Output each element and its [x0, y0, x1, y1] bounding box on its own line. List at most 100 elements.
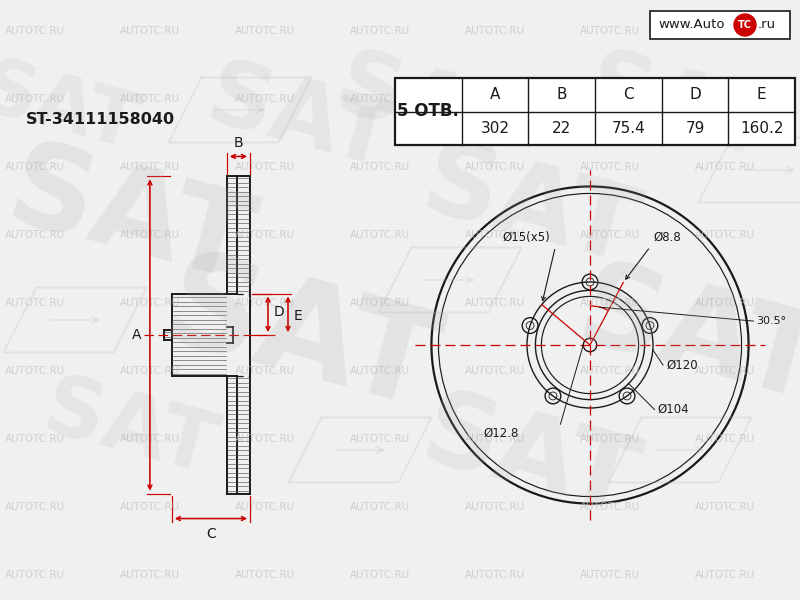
Text: 5 ОТВ.: 5 ОТВ. [398, 103, 459, 121]
Text: AUTOTC.RU: AUTOTC.RU [580, 162, 640, 172]
Text: AUTOTC.RU: AUTOTC.RU [235, 230, 295, 240]
Text: SAT: SAT [411, 133, 649, 287]
Text: AUTOTC.RU: AUTOTC.RU [465, 26, 525, 36]
Text: TC: TC [738, 20, 752, 30]
Text: SAT: SAT [566, 253, 800, 428]
Text: AUTOTC.RU: AUTOTC.RU [350, 570, 410, 580]
Text: AUTOTC.RU: AUTOTC.RU [465, 502, 525, 512]
Text: 30.5°: 30.5° [757, 316, 786, 326]
Bar [395, 78, 795, 145]
Text: AUTOTC.RU: AUTOTC.RU [580, 26, 640, 36]
Text: Ø8.8: Ø8.8 [654, 230, 681, 244]
Text: AUTOTC.RU: AUTOTC.RU [235, 26, 295, 36]
Text: A: A [131, 328, 141, 342]
Text: AUTOTC.RU: AUTOTC.RU [5, 570, 65, 580]
Text: AUTOTC.RU: AUTOTC.RU [695, 502, 755, 512]
Text: AUTOTC.RU: AUTOTC.RU [695, 162, 755, 172]
Text: AUTOTC.RU: AUTOTC.RU [695, 94, 755, 104]
Text: ST-34111158040: ST-34111158040 [26, 113, 174, 127]
Text: AUTOTC.RU: AUTOTC.RU [235, 94, 295, 104]
Text: AUTOTC.RU: AUTOTC.RU [120, 434, 180, 444]
Text: AUTOTC.RU: AUTOTC.RU [350, 230, 410, 240]
Text: AUTOTC.RU: AUTOTC.RU [465, 570, 525, 580]
Text: .ru: .ru [758, 19, 776, 31]
Text: Ø15(x5): Ø15(x5) [502, 230, 550, 244]
Text: AUTOTC.RU: AUTOTC.RU [695, 366, 755, 376]
Text: AUTOTC.RU: AUTOTC.RU [695, 570, 755, 580]
Text: AUTOTC.RU: AUTOTC.RU [235, 570, 295, 580]
Text: AUTOTC.RU: AUTOTC.RU [5, 298, 65, 308]
Text: SAT: SAT [327, 43, 533, 177]
Text: SAT: SAT [35, 368, 225, 492]
Text: E: E [757, 87, 766, 102]
Text: AUTOTC.RU: AUTOTC.RU [5, 502, 65, 512]
Text: AUTOTC.RU: AUTOTC.RU [120, 366, 180, 376]
Text: AUTOTC.RU: AUTOTC.RU [580, 434, 640, 444]
Text: AUTOTC.RU: AUTOTC.RU [350, 502, 410, 512]
Text: AUTOTC.RU: AUTOTC.RU [235, 366, 295, 376]
Text: 302: 302 [481, 121, 510, 136]
Text: Ø104: Ø104 [658, 403, 690, 416]
Circle shape [734, 14, 756, 36]
Text: AUTOTC.RU: AUTOTC.RU [695, 298, 755, 308]
Text: AUTOTC.RU: AUTOTC.RU [120, 502, 180, 512]
Text: AUTOTC.RU: AUTOTC.RU [695, 26, 755, 36]
Text: B: B [234, 136, 243, 151]
Text: AUTOTC.RU: AUTOTC.RU [235, 502, 295, 512]
Text: AUTOTC.RU: AUTOTC.RU [580, 230, 640, 240]
Text: AUTOTC.RU: AUTOTC.RU [580, 570, 640, 580]
Text: AUTOTC.RU: AUTOTC.RU [350, 26, 410, 36]
Text: B: B [557, 87, 567, 102]
Text: AUTOTC.RU: AUTOTC.RU [695, 230, 755, 240]
Text: www.Auto: www.Auto [658, 19, 725, 31]
Text: AUTOTC.RU: AUTOTC.RU [580, 94, 640, 104]
Text: AUTOTC.RU: AUTOTC.RU [465, 298, 525, 308]
Text: AUTOTC.RU: AUTOTC.RU [120, 26, 180, 36]
Text: AUTOTC.RU: AUTOTC.RU [350, 94, 410, 104]
Text: AUTOTC.RU: AUTOTC.RU [350, 366, 410, 376]
Text: 22: 22 [552, 121, 571, 136]
Text: AUTOTC.RU: AUTOTC.RU [350, 162, 410, 172]
Bar [395, 78, 795, 145]
Text: 160.2: 160.2 [740, 121, 783, 136]
Text: AUTOTC.RU: AUTOTC.RU [580, 298, 640, 308]
Text: AUTOTC.RU: AUTOTC.RU [465, 434, 525, 444]
Text: AUTOTC.RU: AUTOTC.RU [120, 230, 180, 240]
Text: AUTOTC.RU: AUTOTC.RU [465, 366, 525, 376]
Text: A: A [490, 87, 500, 102]
Text: SAT: SAT [577, 43, 783, 177]
Text: C: C [206, 527, 216, 541]
Text: AUTOTC.RU: AUTOTC.RU [5, 434, 65, 444]
Text: 79: 79 [686, 121, 705, 136]
Text: AUTOTC.RU: AUTOTC.RU [5, 26, 65, 36]
Text: AUTOTC.RU: AUTOTC.RU [465, 162, 525, 172]
Text: AUTOTC.RU: AUTOTC.RU [235, 298, 295, 308]
Text: AUTOTC.RU: AUTOTC.RU [235, 162, 295, 172]
Text: C: C [623, 87, 634, 102]
Text: AUTOTC.RU: AUTOTC.RU [120, 298, 180, 308]
Text: SAT: SAT [0, 133, 265, 308]
Text: Ø12.8: Ø12.8 [483, 426, 518, 439]
Text: AUTOTC.RU: AUTOTC.RU [580, 366, 640, 376]
Text: AUTOTC.RU: AUTOTC.RU [465, 230, 525, 240]
Text: AUTOTC.RU: AUTOTC.RU [5, 366, 65, 376]
Text: AUTOTC.RU: AUTOTC.RU [235, 434, 295, 444]
Text: SAT: SAT [0, 53, 147, 167]
Text: D: D [274, 305, 285, 319]
Text: AUTOTC.RU: AUTOTC.RU [120, 162, 180, 172]
Text: AUTOTC.RU: AUTOTC.RU [695, 434, 755, 444]
Text: AUTOTC.RU: AUTOTC.RU [350, 434, 410, 444]
Text: SAT: SAT [150, 243, 450, 437]
Text: E: E [294, 309, 302, 323]
Text: AUTOTC.RU: AUTOTC.RU [5, 230, 65, 240]
Text: D: D [689, 87, 701, 102]
Text: AUTOTC.RU: AUTOTC.RU [465, 94, 525, 104]
Text: AUTOTC.RU: AUTOTC.RU [350, 298, 410, 308]
Text: SAT: SAT [197, 53, 403, 187]
Text: AUTOTC.RU: AUTOTC.RU [5, 162, 65, 172]
Text: AUTOTC.RU: AUTOTC.RU [580, 502, 640, 512]
Text: 75.4: 75.4 [611, 121, 646, 136]
Text: Ø120: Ø120 [666, 358, 698, 371]
Text: AUTOTC.RU: AUTOTC.RU [5, 94, 65, 104]
Text: AUTOTC.RU: AUTOTC.RU [120, 94, 180, 104]
